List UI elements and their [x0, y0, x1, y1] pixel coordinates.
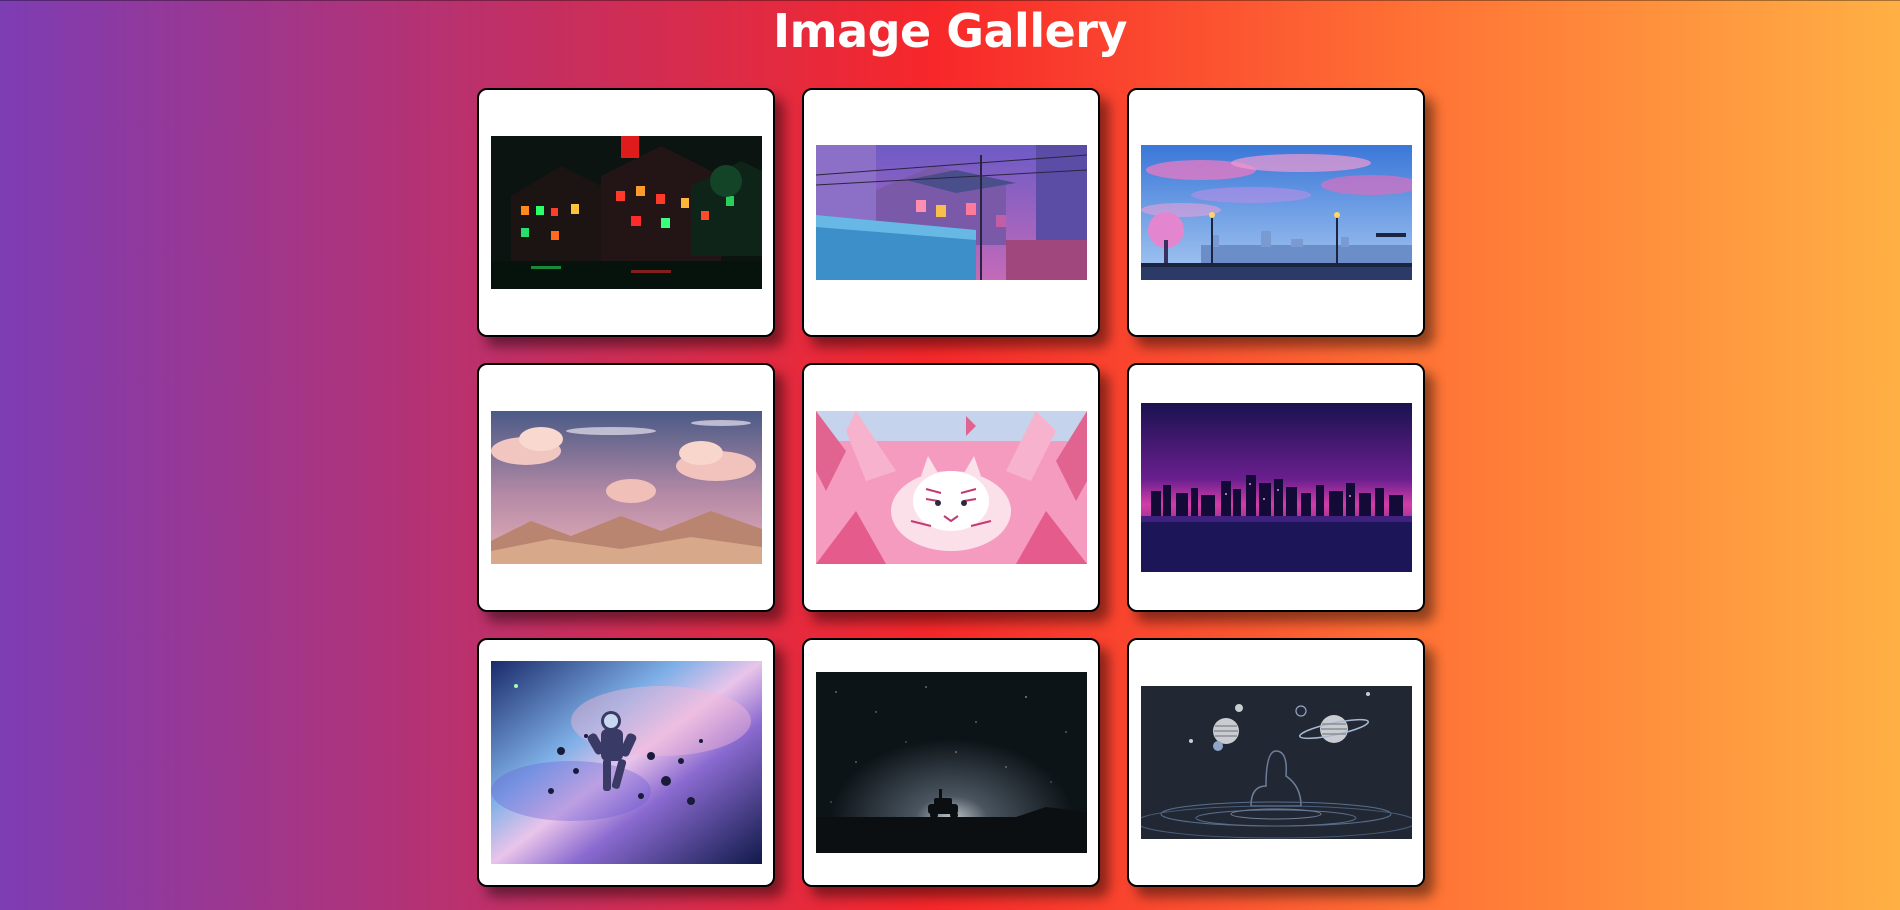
gallery-card[interactable]: [1127, 363, 1425, 612]
gallery-image-planets-figure[interactable]: [1140, 686, 1412, 839]
gallery-card[interactable]: [1127, 88, 1425, 337]
gallery-image-pink-tiger[interactable]: [815, 411, 1087, 564]
page-title: Image Gallery: [773, 4, 1127, 58]
gallery-image-neon-houses[interactable]: [490, 136, 762, 289]
gallery-card[interactable]: [802, 363, 1100, 612]
gallery-card[interactable]: [1127, 638, 1425, 887]
gallery-card[interactable]: [477, 363, 775, 612]
top-border: [0, 0, 1900, 1]
gallery-card[interactable]: [477, 638, 775, 887]
gallery-image-astronaut[interactable]: [490, 661, 762, 864]
gallery-card[interactable]: [802, 638, 1100, 887]
gallery-image-purple-rooftops[interactable]: [815, 145, 1087, 280]
gallery-image-starry-car[interactable]: [815, 672, 1087, 853]
image-gallery-grid: [477, 88, 1425, 887]
gallery-card[interactable]: [477, 88, 775, 337]
gallery-card[interactable]: [802, 88, 1100, 337]
gallery-image-pink-clouds[interactable]: [490, 411, 762, 564]
gallery-image-blue-sky-city[interactable]: [1140, 145, 1412, 280]
gallery-image-night-skyline[interactable]: [1140, 403, 1412, 572]
